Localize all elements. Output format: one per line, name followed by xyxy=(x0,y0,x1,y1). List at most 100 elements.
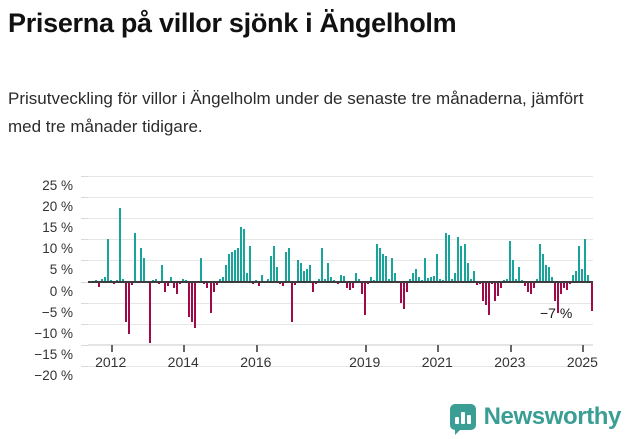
newsworthy-logo[interactable]: Newsworthy xyxy=(449,403,622,435)
bar xyxy=(409,279,412,282)
bar xyxy=(451,279,454,282)
bar xyxy=(460,245,463,282)
bar xyxy=(439,279,442,282)
bar xyxy=(369,277,372,282)
bar xyxy=(139,247,142,282)
bar xyxy=(236,247,239,282)
bar xyxy=(345,281,348,288)
bar xyxy=(221,277,224,282)
bar xyxy=(200,258,203,282)
bar xyxy=(303,271,306,282)
bar xyxy=(245,273,248,282)
bar xyxy=(182,279,185,282)
bar xyxy=(581,268,584,282)
bar xyxy=(448,235,451,282)
y-tick-mark xyxy=(81,281,88,283)
bar xyxy=(463,243,466,282)
y-tick-mark xyxy=(81,197,88,199)
bar xyxy=(560,281,563,295)
y-axis-label: −15 % xyxy=(34,346,73,362)
bar xyxy=(224,264,227,282)
y-tick-mark xyxy=(81,176,88,177)
bar xyxy=(381,254,384,282)
bar xyxy=(466,262,469,282)
bar xyxy=(354,273,357,282)
bar xyxy=(566,281,569,290)
bar xyxy=(130,281,133,285)
last-value-annotation: −7 % xyxy=(540,305,573,321)
y-axis-label: −10 % xyxy=(34,325,73,341)
bar xyxy=(406,281,409,293)
y-tick-mark xyxy=(81,366,88,367)
zero-line xyxy=(88,280,593,283)
bar xyxy=(587,275,590,282)
bar xyxy=(203,281,206,284)
x-axis-label: 2023 xyxy=(494,354,526,370)
y-tick-mark xyxy=(81,323,88,325)
bar xyxy=(164,281,167,293)
bar xyxy=(375,243,378,282)
bar xyxy=(412,273,415,282)
bar xyxy=(523,281,526,286)
bar xyxy=(514,279,517,282)
bar xyxy=(112,281,115,285)
bar xyxy=(173,281,176,288)
gridline xyxy=(88,239,593,241)
bar xyxy=(508,241,511,282)
y-tick-mark xyxy=(81,344,88,346)
bar xyxy=(569,281,572,284)
bar xyxy=(445,233,448,282)
gridline xyxy=(88,302,593,304)
bar xyxy=(545,264,548,282)
bar xyxy=(291,281,294,322)
bar xyxy=(554,281,557,301)
bar xyxy=(300,262,303,282)
bar xyxy=(387,279,390,282)
bar xyxy=(366,281,369,284)
y-tick-mark xyxy=(81,302,88,304)
bar xyxy=(100,279,103,282)
bar xyxy=(403,281,406,309)
bar xyxy=(496,281,499,297)
bar-chart-bubble-icon xyxy=(449,404,476,435)
bar xyxy=(484,281,487,305)
x-tick-mark xyxy=(110,345,113,352)
bar xyxy=(548,266,551,282)
bar xyxy=(309,264,312,282)
bar xyxy=(118,207,121,282)
bar xyxy=(285,252,288,282)
bar xyxy=(127,281,130,335)
bar xyxy=(321,247,324,282)
bar xyxy=(103,276,106,282)
bar xyxy=(454,273,457,282)
y-axis-label: 15 % xyxy=(42,220,73,236)
y-tick-mark xyxy=(81,239,88,241)
x-axis-label: 2025 xyxy=(566,354,598,370)
bar xyxy=(97,281,100,287)
bar xyxy=(218,279,221,282)
bar xyxy=(578,245,581,282)
bar xyxy=(209,281,212,314)
bar xyxy=(490,281,493,285)
bar xyxy=(527,281,530,293)
bar xyxy=(142,258,145,282)
bar xyxy=(415,268,418,282)
bar xyxy=(481,281,484,301)
bar xyxy=(533,281,536,288)
gridline xyxy=(88,176,593,177)
bar xyxy=(427,278,430,282)
gridline xyxy=(88,323,593,325)
bar xyxy=(212,281,215,293)
bar xyxy=(170,277,173,282)
bar xyxy=(469,279,472,282)
bar xyxy=(393,273,396,282)
bar xyxy=(260,275,263,282)
bar xyxy=(230,252,233,282)
bar xyxy=(206,281,209,288)
logo-text: Newsworthy xyxy=(483,403,622,430)
bar xyxy=(590,281,593,312)
bar xyxy=(194,281,197,328)
bar xyxy=(257,281,260,286)
bar xyxy=(161,264,164,282)
bar xyxy=(530,281,533,295)
